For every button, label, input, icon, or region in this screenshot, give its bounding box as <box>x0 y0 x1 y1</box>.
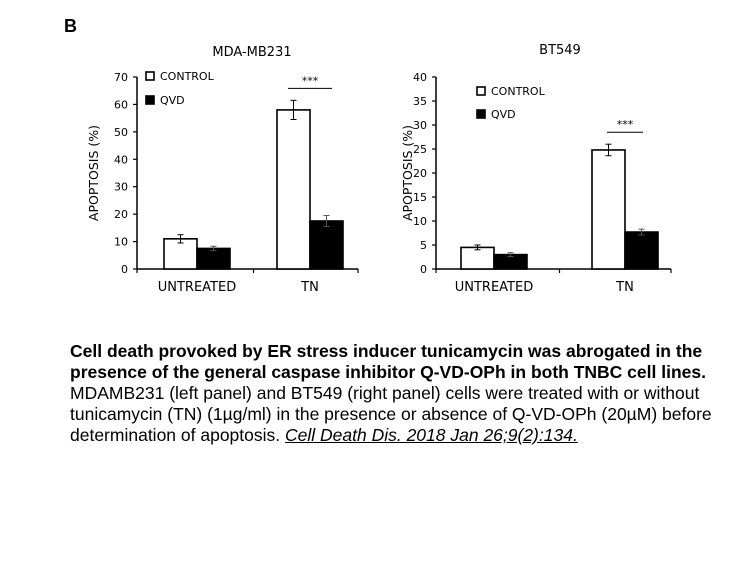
y-tick-label: 10 <box>114 236 128 249</box>
legend-swatch-qvd <box>476 109 486 119</box>
chart-title: MDA-MB231 <box>212 45 291 60</box>
caption-heading: Cell death provoked by ER stress inducer… <box>70 341 706 382</box>
figure-caption: Cell death provoked by ER stress inducer… <box>70 341 745 446</box>
legend-swatch-qvd <box>145 95 155 105</box>
bar-control <box>276 109 311 270</box>
y-tick-label: 35 <box>413 95 427 108</box>
chart-title: BT549 <box>539 43 581 58</box>
bar-qvd <box>624 231 659 270</box>
caption-citation-link[interactable]: Cell Death Dis. 2018 Jan 26;9(2):134. <box>285 425 578 445</box>
legend-swatch-control <box>476 86 486 96</box>
y-tick-label: 40 <box>114 153 128 166</box>
significance-stars: *** <box>302 74 319 87</box>
panel-label: B <box>64 16 77 36</box>
y-axis-label: APOPTOSIS (%) <box>400 125 415 221</box>
bar-qvd <box>309 220 344 270</box>
x-tick-label: TN <box>300 280 319 295</box>
significance-stars: *** <box>617 118 634 131</box>
y-tick-label: 60 <box>114 98 128 111</box>
x-tick-label: UNTREATED <box>455 280 533 295</box>
caption-description: MDAMB231 (left panel) and BT549 (right p… <box>70 383 712 445</box>
y-tick-label: 25 <box>413 143 427 156</box>
y-tick-label: 5 <box>420 239 427 252</box>
y-tick-label: 70 <box>114 71 128 84</box>
y-tick-label: 15 <box>413 191 427 204</box>
bar-control <box>591 149 626 270</box>
legend-label-qvd: QVD <box>160 94 185 107</box>
y-tick-label: 0 <box>121 263 128 276</box>
bar-qvd <box>196 247 231 270</box>
x-tick-label: TN <box>615 280 634 295</box>
legend-swatch-control <box>145 71 155 81</box>
y-tick-label: 50 <box>114 126 128 139</box>
y-tick-label: 20 <box>413 167 427 180</box>
y-tick-label: 30 <box>413 119 427 132</box>
chart-bt549: BT549 0 5 10 15 20 25 30 35 40 APOPTOSIS (%) UNTREA… <box>400 43 672 295</box>
chart-mda-mb231: MDA-MB231 0 10 20 30 40 50 60 70 APOPTOSIS (%) UNT… <box>86 45 359 295</box>
y-tick-label: 40 <box>413 71 427 84</box>
legend-label-qvd: QVD <box>491 108 516 121</box>
y-tick-label: 20 <box>114 208 128 221</box>
caption-body: MDAMB231 (left panel) and BT549 (right p… <box>70 383 745 446</box>
x-tick-label: UNTREATED <box>158 280 236 295</box>
y-tick-label: 10 <box>413 215 427 228</box>
bar-control <box>460 246 495 270</box>
legend-label-control: CONTROL <box>491 85 546 98</box>
legend-label-control: CONTROL <box>160 70 215 83</box>
y-tick-label: 0 <box>420 263 427 276</box>
y-axis-label: APOPTOSIS (%) <box>86 125 101 221</box>
y-tick-label: 30 <box>114 181 128 194</box>
